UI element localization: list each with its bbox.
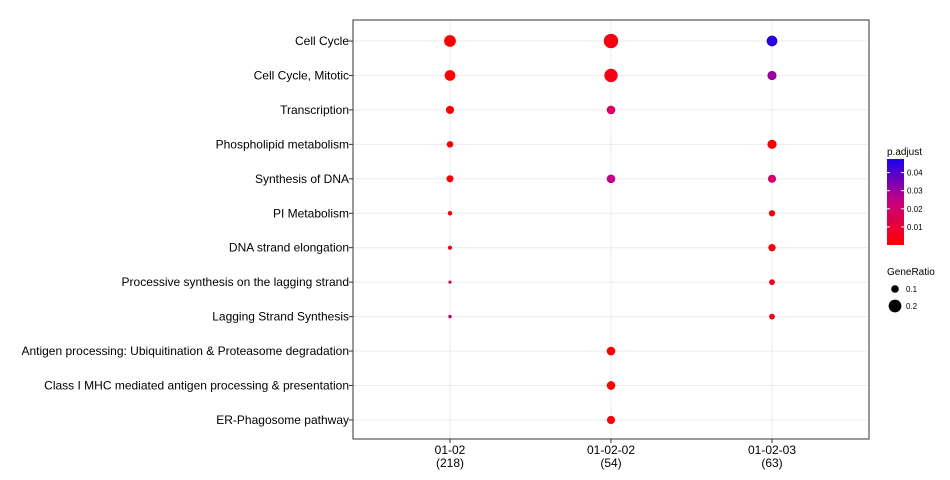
color-legend-tick-label: 0.03 [907,187,923,196]
data-point [603,33,619,49]
size-legend-label: 0.2 [906,302,918,311]
color-legend-bar [887,159,904,245]
size-legend-entries: 0.1 0.2 [888,285,918,313]
size-legend-title: GeneRatio [887,267,935,278]
data-point [446,175,454,183]
color-legend-tick-label: 0.04 [907,169,923,178]
y-tick-label: Cell Cycle [295,34,349,48]
color-legend-ticks: 0.04 0.03 0.02 0.01 [887,169,923,232]
y-tick-label: Lagging Strand Synthesis [212,310,349,324]
data-point [606,381,616,390]
color-legend-title: p.adjust [887,147,922,158]
y-tick-label: Transcription [280,103,349,117]
data-point [606,105,616,115]
x-tick-label: 01-02-03 [748,443,796,457]
data-point [769,279,775,286]
x-axis-labels: 01-02(218) 01-02-02(54) 01-02-03(63) [435,439,796,470]
data-point [769,313,775,320]
x-tick-count: (54) [600,456,621,470]
x-tick-label: 01-02-02 [587,443,635,457]
grid [353,20,869,439]
data-point [446,141,454,148]
x-tick-label: 01-02 [435,443,466,457]
data-point [604,68,618,83]
points [444,33,778,425]
data-point [445,105,455,114]
size-legend-key [891,285,899,293]
y-tick-label: Antigen processing: Ubiquitination & Pro… [21,344,349,358]
data-point [447,211,453,216]
data-point [448,280,452,284]
data-point [766,35,778,47]
data-point [444,70,456,81]
size-legend-key [888,299,902,313]
y-tick-label: ER-Phagosome pathway [216,413,349,427]
size-legend-label: 0.1 [906,285,918,294]
data-point [768,244,776,252]
data-point [444,35,456,47]
y-tick-label: Class I MHC mediated antigen processing … [44,379,349,393]
y-tick-label: Cell Cycle, Mitotic [254,68,349,82]
y-tick-label: PI Metabolism [273,206,349,220]
y-tick-label: Processive synthesis on the lagging stra… [122,275,349,289]
data-point [606,174,616,184]
data-point [606,415,616,425]
y-tick-label: Synthesis of DNA [255,172,349,186]
color-legend: p.adjust 0.04 0.03 0.02 0.01 [887,147,923,245]
x-tick-count: (218) [436,456,464,470]
x-tick-count: (63) [761,456,782,470]
y-axis-labels: Cell Cycle Cell Cycle, Mitotic Transcripti… [21,34,353,427]
data-point [447,245,453,250]
color-legend-tick-label: 0.02 [907,205,923,214]
size-legend: GeneRatio 0.1 0.2 [887,267,935,313]
data-point [767,139,777,149]
data-point [768,210,776,217]
data-point [448,314,452,319]
y-tick-label: DNA strand elongation [229,241,349,255]
color-legend-tick-label: 0.01 [907,223,923,232]
y-tick-label: Phospholipid metabolism [216,137,349,151]
data-point [767,70,777,81]
plot-panel-border [352,19,870,440]
data-point [606,346,616,356]
data-point [767,174,777,183]
